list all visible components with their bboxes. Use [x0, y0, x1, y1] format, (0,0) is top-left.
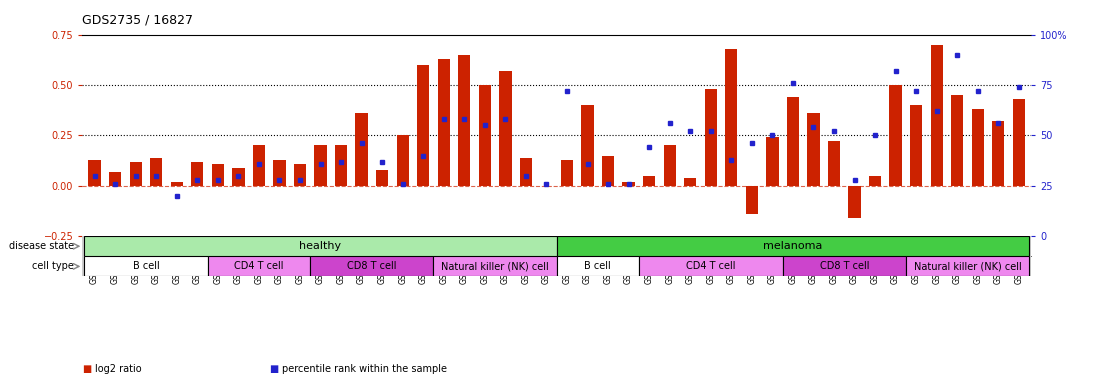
- Bar: [787, 97, 799, 186]
- Text: ■: ■: [269, 364, 278, 374]
- Bar: [129, 162, 142, 186]
- Text: percentile rank within the sample: percentile rank within the sample: [282, 364, 446, 374]
- Text: B cell: B cell: [133, 262, 159, 271]
- Text: ■: ■: [82, 364, 91, 374]
- Bar: [499, 71, 511, 186]
- FancyBboxPatch shape: [782, 257, 906, 276]
- Bar: [746, 186, 758, 214]
- Text: CD4 T cell: CD4 T cell: [234, 262, 284, 271]
- Text: GDS2735 / 16827: GDS2735 / 16827: [82, 14, 193, 27]
- Bar: [725, 49, 737, 186]
- Bar: [294, 164, 306, 186]
- Bar: [396, 136, 409, 186]
- Text: Natural killer (NK) cell: Natural killer (NK) cell: [914, 262, 1021, 271]
- Bar: [807, 113, 819, 186]
- Bar: [150, 157, 162, 186]
- Text: disease state: disease state: [9, 241, 75, 251]
- Bar: [972, 109, 984, 186]
- Bar: [951, 95, 963, 186]
- Bar: [561, 160, 573, 186]
- Bar: [622, 182, 635, 186]
- Bar: [273, 160, 285, 186]
- FancyBboxPatch shape: [84, 257, 207, 276]
- Text: CD4 T cell: CD4 T cell: [686, 262, 735, 271]
- FancyBboxPatch shape: [84, 236, 556, 257]
- Text: CD8 T cell: CD8 T cell: [347, 262, 397, 271]
- FancyBboxPatch shape: [556, 236, 1029, 257]
- FancyBboxPatch shape: [310, 257, 433, 276]
- Bar: [212, 164, 224, 186]
- Bar: [643, 176, 655, 186]
- Bar: [171, 182, 183, 186]
- Text: melanoma: melanoma: [764, 241, 823, 251]
- Bar: [191, 162, 203, 186]
- FancyBboxPatch shape: [556, 257, 638, 276]
- Bar: [890, 85, 902, 186]
- Bar: [252, 146, 265, 186]
- Bar: [520, 157, 532, 186]
- FancyBboxPatch shape: [906, 257, 1029, 276]
- Text: Natural killer (NK) cell: Natural killer (NK) cell: [441, 262, 548, 271]
- FancyBboxPatch shape: [433, 257, 556, 276]
- Bar: [602, 156, 614, 186]
- Bar: [438, 59, 450, 186]
- Text: B cell: B cell: [585, 262, 611, 271]
- Bar: [911, 105, 923, 186]
- Bar: [766, 137, 779, 186]
- Bar: [848, 186, 861, 218]
- Bar: [355, 113, 367, 186]
- Text: healthy: healthy: [299, 241, 341, 251]
- Bar: [930, 45, 942, 186]
- Bar: [704, 89, 717, 186]
- FancyBboxPatch shape: [638, 257, 782, 276]
- Bar: [664, 146, 676, 186]
- Bar: [869, 176, 881, 186]
- Bar: [685, 178, 697, 186]
- Bar: [1013, 99, 1025, 186]
- Text: log2 ratio: log2 ratio: [95, 364, 143, 374]
- Bar: [109, 172, 122, 186]
- FancyBboxPatch shape: [207, 257, 310, 276]
- Bar: [315, 146, 327, 186]
- Bar: [335, 146, 348, 186]
- Bar: [89, 160, 101, 186]
- Text: cell type: cell type: [32, 262, 75, 271]
- Text: CD8 T cell: CD8 T cell: [819, 262, 869, 271]
- Bar: [478, 85, 491, 186]
- Bar: [417, 65, 429, 186]
- Bar: [992, 121, 1005, 186]
- Bar: [233, 167, 245, 186]
- Bar: [581, 105, 593, 186]
- Bar: [828, 141, 840, 186]
- Bar: [376, 170, 388, 186]
- Bar: [459, 55, 471, 186]
